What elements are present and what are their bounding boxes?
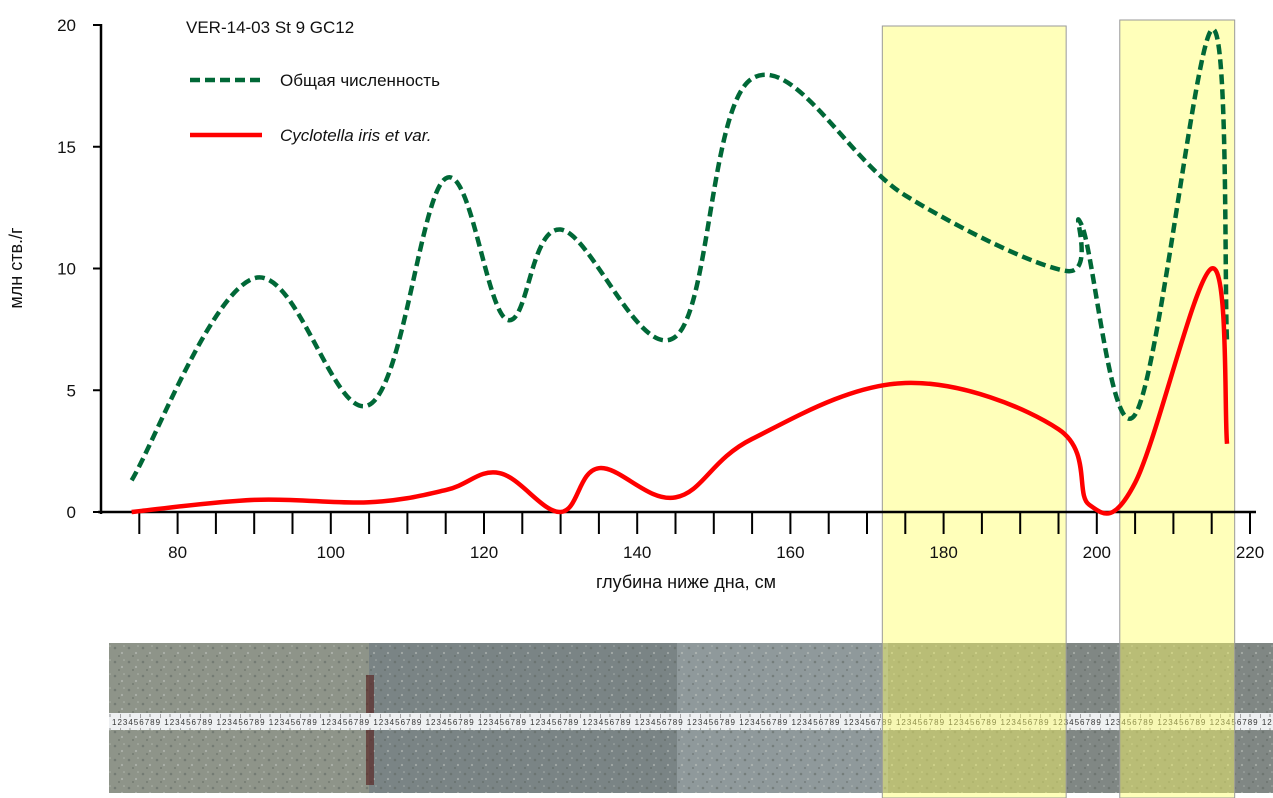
x-tick-label: 160 [776,543,804,562]
chart-title: VER-14-03 St 9 GC12 [186,18,354,37]
legend-item-total: Общая численность [190,71,440,90]
y-axis: 0 5 10 15 20 [57,16,103,522]
x-tick-label: 140 [623,543,651,562]
legend-label-total: Общая численность [280,71,440,90]
series-line-cyclotella [131,266,1230,516]
highlight-band-1 [881,25,1067,798]
highlight-bands [881,19,1236,798]
x-tick-label: 80 [168,543,187,562]
y-tick-label: 5 [67,381,76,400]
x-tick-label: 100 [317,543,345,562]
legend-label-cyclotella: Cyclotella iris et var. [280,126,431,145]
highlight-band-2 [1119,19,1236,798]
core-photo: 123456789 123456789 123456789 123456789 … [109,643,1273,793]
series-line-total [129,27,1230,482]
y-tick-label: 20 [57,16,76,35]
x-tick-label: 180 [929,543,957,562]
measuring-tape [109,713,1273,730]
y-axis-title: млн ств./г [6,227,26,309]
legend-item-cyclotella: Cyclotella iris et var. [190,126,431,145]
x-tick-label: 120 [470,543,498,562]
x-tick-label: 200 [1083,543,1111,562]
series-layer [129,27,1230,516]
tape-digits: 123456789 123456789 123456789 123456789 … [112,718,1273,727]
legend: Общая численность Cyclotella iris et var… [190,71,440,145]
x-axis: 80 100 120 140 160 180 200 220 [98,510,1264,562]
x-tick-label: 220 [1236,543,1264,562]
y-tick-label: 0 [67,503,76,522]
y-tick-label: 10 [57,260,76,279]
y-tick-label: 15 [57,138,76,157]
x-axis-title: глубина ниже дна, см [596,572,776,592]
